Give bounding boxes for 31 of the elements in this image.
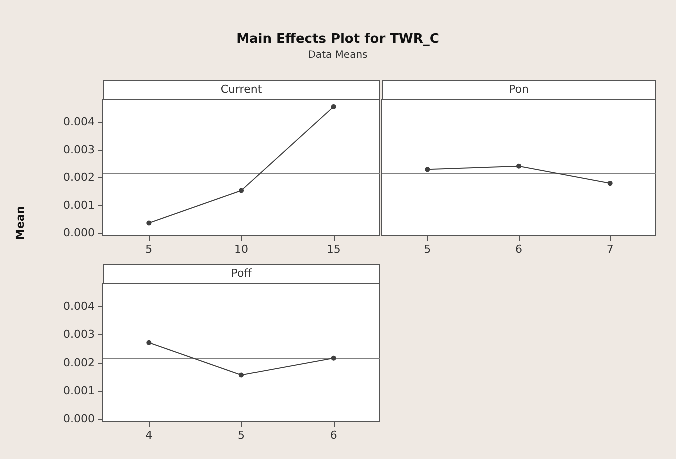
y-tick-label: 0.004 bbox=[64, 300, 95, 314]
x-axis-title: Current bbox=[103, 80, 380, 100]
x-tick-label: 5 bbox=[424, 243, 432, 256]
x-tick-label: 6 bbox=[330, 429, 338, 442]
y-tick-label: 0.004 bbox=[64, 116, 95, 129]
x-tick-label: 15 bbox=[326, 243, 341, 256]
y-tick-label: 0.000 bbox=[64, 412, 95, 426]
x-tick-label: 5 bbox=[238, 429, 245, 442]
point bbox=[239, 188, 244, 194]
y-tick-label: 0.000 bbox=[64, 226, 95, 240]
y-tick-label: 0.001 bbox=[64, 384, 95, 398]
x-tick-label: 5 bbox=[146, 243, 153, 256]
point bbox=[146, 340, 152, 346]
point bbox=[331, 104, 336, 110]
x-axis-title: Pon bbox=[382, 80, 656, 100]
y-tick-label: 0.002 bbox=[64, 171, 95, 184]
chart-title: Main Effects Plot for TWR_C bbox=[236, 32, 440, 47]
chart-subtitle: Data Means bbox=[307, 50, 369, 61]
x-axis-title: Poff bbox=[103, 264, 380, 284]
y-tick-label: 0.003 bbox=[64, 143, 95, 156]
x-tick-label: 10 bbox=[234, 243, 248, 256]
point bbox=[331, 356, 336, 361]
point bbox=[239, 372, 244, 378]
point bbox=[146, 220, 152, 226]
y-axis-title: Mean bbox=[14, 206, 27, 240]
y-tick-label: 0.003 bbox=[64, 328, 95, 342]
x-tick-label: 7 bbox=[606, 243, 614, 256]
y-tick-label: 0.001 bbox=[64, 198, 95, 212]
x-tick-label: 4 bbox=[146, 429, 153, 442]
x-tick-label: 6 bbox=[516, 243, 522, 256]
y-tick-label: 0.002 bbox=[64, 356, 95, 370]
